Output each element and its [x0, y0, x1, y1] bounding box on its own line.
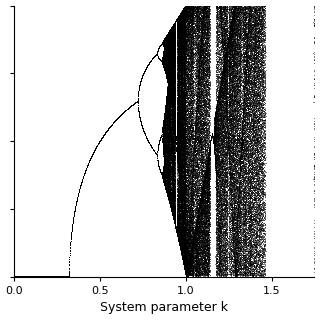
X-axis label: System parameter k: System parameter k [100, 301, 228, 315]
